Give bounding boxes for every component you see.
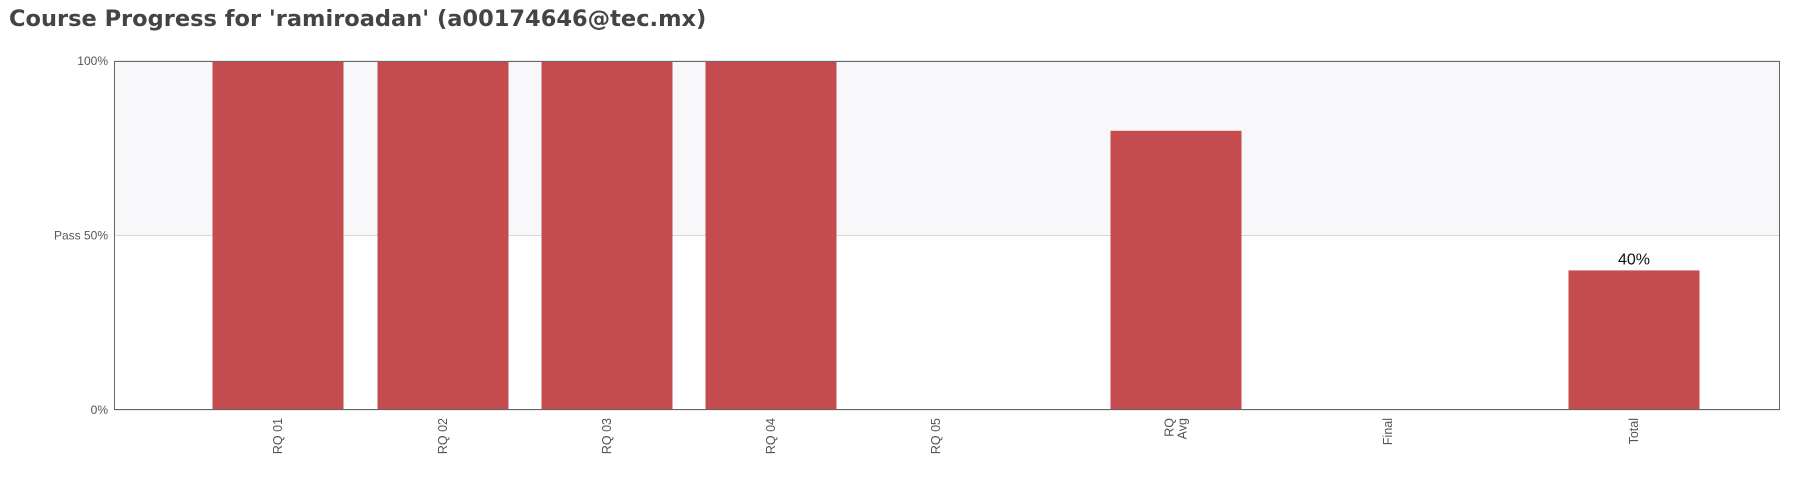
x-axis-ticks: RQ 01 RQ 02 RQ 03 RQ 04 RQ 05 RQ Avg Final Total xyxy=(271,418,1641,454)
data-labels: 40% xyxy=(1618,251,1650,268)
bar xyxy=(377,61,509,410)
x-tick-label: RQ 04 xyxy=(764,418,778,454)
y-axis-ticks: 0% Pass 50% 100% xyxy=(54,54,108,417)
x-tick-label: RQ 03 xyxy=(600,418,614,454)
data-label: 40% xyxy=(1618,251,1650,268)
bar xyxy=(541,61,673,410)
bar xyxy=(1568,270,1700,410)
bars xyxy=(212,61,1700,411)
plot-frame xyxy=(114,61,1780,410)
pass-band xyxy=(114,61,1780,236)
x-tick-label: Final xyxy=(1381,418,1395,445)
x-tick-label: Total xyxy=(1627,418,1641,444)
page-title: Course Progress for 'ramiroadan' (a00174… xyxy=(9,6,707,32)
x-tick-label: RQ 05 xyxy=(929,418,943,454)
bar xyxy=(212,61,344,410)
y-tick-label: 100% xyxy=(77,54,108,68)
y-tick-label: 0% xyxy=(91,403,109,417)
x-tick-label: Avg xyxy=(1176,418,1190,439)
x-tick-label: RQ xyxy=(1163,418,1177,437)
bar xyxy=(1110,130,1242,411)
x-tick-label: RQ 02 xyxy=(436,418,450,454)
bar xyxy=(705,61,837,410)
x-tick-label: RQ 01 xyxy=(271,418,285,454)
y-tick-label: Pass 50% xyxy=(54,229,108,243)
